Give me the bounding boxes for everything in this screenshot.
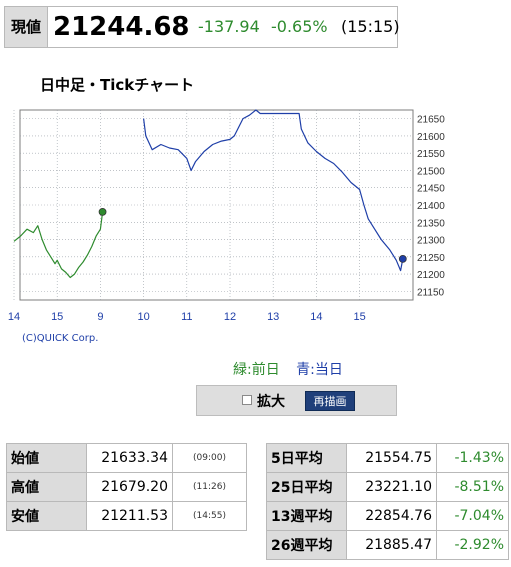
current-price-label: 現値 bbox=[5, 7, 48, 47]
redraw-button[interactable]: 再描画 bbox=[305, 391, 355, 411]
plot-frame bbox=[19, 109, 414, 301]
stat-value: 21679.20 bbox=[86, 472, 173, 502]
price-time: (15:15) bbox=[341, 17, 400, 36]
price-change: -137.94 bbox=[198, 17, 260, 36]
current-price-value: 21244.68 bbox=[53, 12, 190, 42]
current-day-line bbox=[143, 109, 404, 272]
previous-day-end-marker bbox=[98, 208, 107, 216]
chart-controls: 拡大 再描画 bbox=[196, 385, 397, 416]
table-row: 安値 21211.53 (14:55) bbox=[6, 501, 247, 531]
table-row: 始値 21633.34 (09:00) bbox=[6, 443, 247, 473]
current-price-bar: 現値 21244.68 -137.94 -0.65% (15:15) bbox=[4, 6, 400, 48]
stat-label: 始値 bbox=[6, 443, 87, 473]
x-tick-label: 10 bbox=[137, 311, 149, 323]
y-tick-label: 21450 bbox=[417, 184, 445, 195]
chart-grid bbox=[13, 109, 414, 301]
moving-average-table: 5日平均 21554.75 -1.43% 25日平均 23221.10 -8.5… bbox=[266, 443, 509, 560]
average-label: 25日平均 bbox=[266, 472, 347, 502]
average-deviation: -7.04% bbox=[436, 501, 509, 531]
chart-series bbox=[13, 109, 404, 279]
table-row: 高値 21679.20 (11:26) bbox=[6, 472, 247, 502]
stat-value: 21211.53 bbox=[86, 501, 173, 531]
chart-legend: 緑:前日 青:当日 bbox=[233, 359, 343, 379]
average-value: 23221.10 bbox=[346, 472, 437, 502]
legend-current-day: 青:当日 bbox=[296, 362, 343, 378]
y-tick-label: 21600 bbox=[417, 132, 445, 143]
y-tick-label: 21400 bbox=[417, 201, 445, 212]
table-row: 13週平均 22854.76 -7.04% bbox=[266, 501, 509, 531]
stat-value: 21633.34 bbox=[86, 443, 173, 473]
x-tick-label: 11 bbox=[181, 311, 192, 323]
y-tick-label: 21250 bbox=[417, 253, 445, 264]
x-tick-labels: 14 15 9 10 11 12 13 14 15 bbox=[8, 311, 366, 323]
x-tick-label: 14 bbox=[310, 311, 322, 323]
chart-end-markers bbox=[98, 208, 407, 263]
zoom-checkbox[interactable] bbox=[242, 395, 252, 405]
x-tick-label: 9 bbox=[97, 311, 103, 323]
table-row: 25日平均 23221.10 -8.51% bbox=[266, 472, 509, 502]
previous-day-line bbox=[13, 211, 104, 279]
zoom-label[interactable]: 拡大 bbox=[257, 394, 285, 410]
y-tick-label: 21650 bbox=[417, 115, 445, 126]
chart-credit: (C)QUICK Corp. bbox=[22, 333, 99, 344]
chart-title: 日中足・Tickチャート bbox=[40, 76, 195, 94]
x-tick-label: 12 bbox=[224, 311, 236, 323]
price-change-percent: -0.65% bbox=[271, 17, 328, 36]
average-deviation: -1.43% bbox=[436, 443, 509, 473]
stat-label: 高値 bbox=[6, 472, 87, 502]
y-tick-label: 21350 bbox=[417, 218, 445, 229]
x-tick-label: 13 bbox=[267, 311, 279, 323]
stat-time: (14:55) bbox=[172, 501, 247, 531]
average-deviation: -2.92% bbox=[436, 530, 509, 560]
tick-chart: 21650 21600 21550 21500 21450 21400 21350 21300… bbox=[8, 109, 445, 323]
table-row: 5日平均 21554.75 -1.43% bbox=[266, 443, 509, 473]
price-stats-table: 始値 21633.34 (09:00) 高値 21679.20 (11:26) … bbox=[6, 443, 247, 531]
x-tick-label: 15 bbox=[51, 311, 63, 323]
x-tick-label: 14 bbox=[8, 311, 20, 323]
stat-label: 安値 bbox=[6, 501, 87, 531]
table-row: 26週平均 21885.47 -2.92% bbox=[266, 530, 509, 560]
stat-time: (09:00) bbox=[172, 443, 247, 473]
current-day-end-marker bbox=[398, 254, 407, 263]
y-tick-label: 21300 bbox=[417, 236, 445, 247]
average-label: 26週平均 bbox=[266, 530, 347, 560]
average-value: 21885.47 bbox=[346, 530, 437, 560]
average-value: 21554.75 bbox=[346, 443, 437, 473]
y-tick-label: 21200 bbox=[417, 270, 445, 281]
x-tick-label: 15 bbox=[353, 311, 365, 323]
legend-previous-day: 緑:前日 bbox=[233, 362, 280, 378]
y-tick-label: 21150 bbox=[417, 287, 445, 298]
y-tick-label: 21500 bbox=[417, 166, 445, 177]
average-value: 22854.76 bbox=[346, 501, 437, 531]
average-label: 5日平均 bbox=[266, 443, 347, 473]
average-deviation: -8.51% bbox=[436, 472, 509, 502]
y-tick-label: 21550 bbox=[417, 149, 445, 160]
y-tick-labels: 21650 21600 21550 21500 21450 21400 21350 21300… bbox=[417, 115, 445, 299]
stat-time: (11:26) bbox=[172, 472, 247, 502]
average-label: 13週平均 bbox=[266, 501, 347, 531]
